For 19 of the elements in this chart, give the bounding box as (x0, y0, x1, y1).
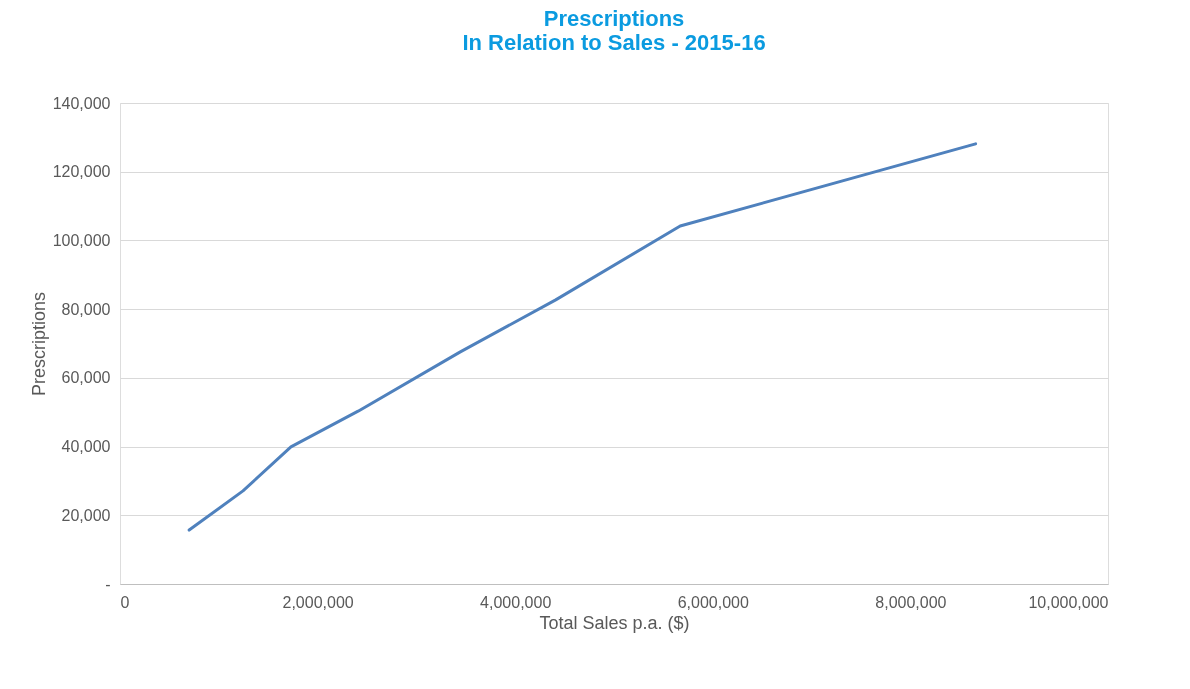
y-tick-label: - (105, 575, 111, 593)
y-axis-title: Prescriptions (28, 291, 49, 397)
y-tick-label: 120,000 (52, 163, 111, 181)
y-tick-label: 140,000 (52, 94, 111, 112)
x-tick-label: 6,000,000 (677, 593, 749, 611)
y-tick-label: 80,000 (61, 300, 111, 318)
x-tick-label: 10,000,000 (1028, 593, 1109, 611)
y-tick-label: 40,000 (61, 438, 111, 456)
x-tick-label: 4,000,000 (480, 593, 552, 611)
x-axis-title: Total Sales p.a. ($) (539, 612, 690, 633)
x-tick-label: 2,000,000 (282, 593, 354, 611)
x-tick-label: 0 (120, 593, 130, 611)
y-tick-label: 20,000 (61, 506, 111, 524)
chart-title: Prescriptions (543, 6, 685, 31)
y-tick-label: 60,000 (61, 369, 111, 387)
x-tick-label: 8,000,000 (875, 593, 947, 611)
chart-subtitle: In Relation to Sales - 2015-16 (462, 30, 766, 55)
y-tick-label: 100,000 (52, 231, 111, 249)
line-series (187, 142, 978, 532)
